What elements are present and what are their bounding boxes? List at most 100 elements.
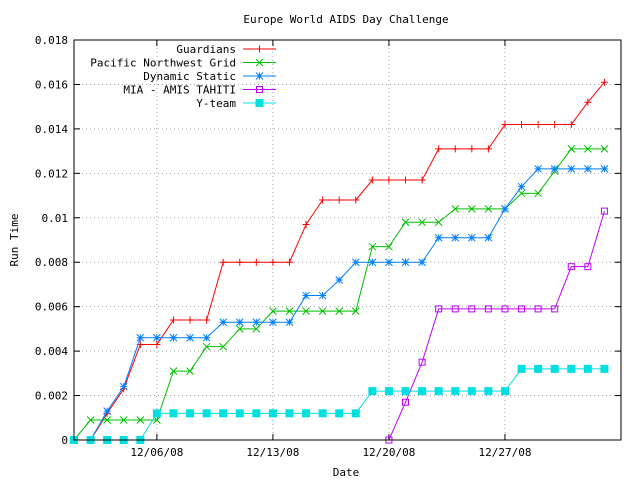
- data-point: [551, 120, 559, 128]
- data-point: [517, 189, 526, 198]
- data-point: [302, 409, 311, 418]
- data-point: [467, 233, 476, 242]
- data-point: [467, 205, 476, 213]
- data-point: [302, 307, 310, 315]
- data-point: [484, 305, 492, 313]
- data-point: [368, 387, 377, 396]
- data-point: [468, 305, 476, 313]
- y-tick-label: 0.008: [35, 256, 68, 269]
- y-tick-label: 0.016: [35, 78, 68, 91]
- y-axis-ticks: 0 0.002 0.004 0.006 0.008 0.01 0.012 0.014 0.016…: [35, 34, 621, 447]
- data-point: [600, 78, 608, 86]
- data-point: [86, 416, 95, 424]
- series-line: [388, 210, 605, 441]
- data-point: [517, 364, 526, 373]
- data-point: [484, 387, 493, 396]
- data-point: [584, 98, 592, 106]
- data-point: [169, 316, 177, 324]
- data-point: [534, 189, 542, 198]
- x-axis-ticks: 12/06/08 12/13/08 12/20/08 12/27/08: [130, 40, 531, 459]
- data-point: [186, 409, 195, 418]
- series-line: [74, 368, 605, 441]
- data-point: [252, 409, 261, 418]
- data-point: [518, 120, 526, 128]
- data-point: [567, 263, 575, 271]
- data-point: [451, 205, 460, 213]
- data-point: [401, 258, 410, 267]
- y-tick-label: 0.006: [35, 301, 68, 314]
- data-point: [256, 45, 263, 53]
- data-point: [434, 233, 443, 242]
- data-point: [468, 145, 476, 153]
- plot-frame: [73, 39, 622, 441]
- data-point: [103, 416, 112, 424]
- data-point: [385, 258, 393, 267]
- data-point: [153, 333, 161, 342]
- data-point: [451, 145, 459, 153]
- data-point: [534, 305, 542, 313]
- data-point: [152, 409, 161, 418]
- data-point: [385, 242, 393, 251]
- data-point: [401, 218, 410, 227]
- data-point: [269, 318, 277, 327]
- series-group: [70, 78, 609, 444]
- data-point: [219, 258, 227, 266]
- data-point: [583, 145, 592, 153]
- legend-label: MIA - AMIS TAHITI: [123, 84, 236, 97]
- data-point: [285, 258, 293, 266]
- data-point: [418, 358, 426, 366]
- series-0: [70, 78, 608, 444]
- x-tick-label: 12/06/08: [130, 446, 183, 459]
- legend-label: Guardians: [176, 43, 236, 56]
- data-point: [501, 205, 509, 213]
- data-point: [285, 409, 294, 418]
- data-point: [285, 318, 294, 327]
- data-point: [501, 120, 509, 128]
- y-tick-label: 0.01: [42, 212, 69, 225]
- data-point: [484, 145, 492, 153]
- data-point: [335, 276, 344, 284]
- data-point: [235, 318, 244, 327]
- series-3: [385, 207, 608, 444]
- data-point: [268, 409, 277, 418]
- series-2: [70, 165, 609, 444]
- y-tick-label: 0.004: [35, 345, 68, 358]
- x-tick-label: 12/20/08: [362, 446, 415, 459]
- data-point: [368, 258, 377, 267]
- series-line: [74, 81, 605, 441]
- data-point: [451, 387, 460, 396]
- data-point: [252, 258, 260, 266]
- data-point: [186, 367, 194, 375]
- data-point: [600, 364, 609, 373]
- data-point: [368, 176, 376, 184]
- data-point: [567, 120, 575, 128]
- data-point: [119, 382, 128, 391]
- data-point: [302, 291, 310, 300]
- data-point: [252, 318, 261, 327]
- data-point: [219, 318, 228, 327]
- data-point: [318, 307, 327, 315]
- data-point: [186, 316, 194, 324]
- data-point: [402, 398, 410, 406]
- data-point: [451, 305, 459, 313]
- data-point: [600, 165, 609, 173]
- y-tick-label: 0.012: [35, 167, 68, 180]
- data-point: [335, 307, 344, 315]
- data-point: [269, 307, 277, 315]
- data-point: [236, 258, 244, 266]
- data-point: [256, 86, 263, 93]
- data-point: [583, 364, 592, 373]
- y-tick-label: 0: [61, 434, 68, 447]
- data-point: [418, 258, 426, 267]
- y-tick-label: 0.014: [35, 123, 68, 136]
- data-point: [484, 233, 493, 242]
- data-point: [434, 218, 443, 227]
- data-point: [484, 205, 493, 213]
- data-point: [418, 176, 426, 184]
- data-point: [136, 333, 145, 342]
- y-tick-label: 0.018: [35, 34, 68, 47]
- data-point: [402, 176, 410, 184]
- chart-title: Europe World AIDS Day Challenge: [243, 13, 448, 26]
- data-point: [235, 409, 244, 418]
- data-point: [567, 145, 576, 153]
